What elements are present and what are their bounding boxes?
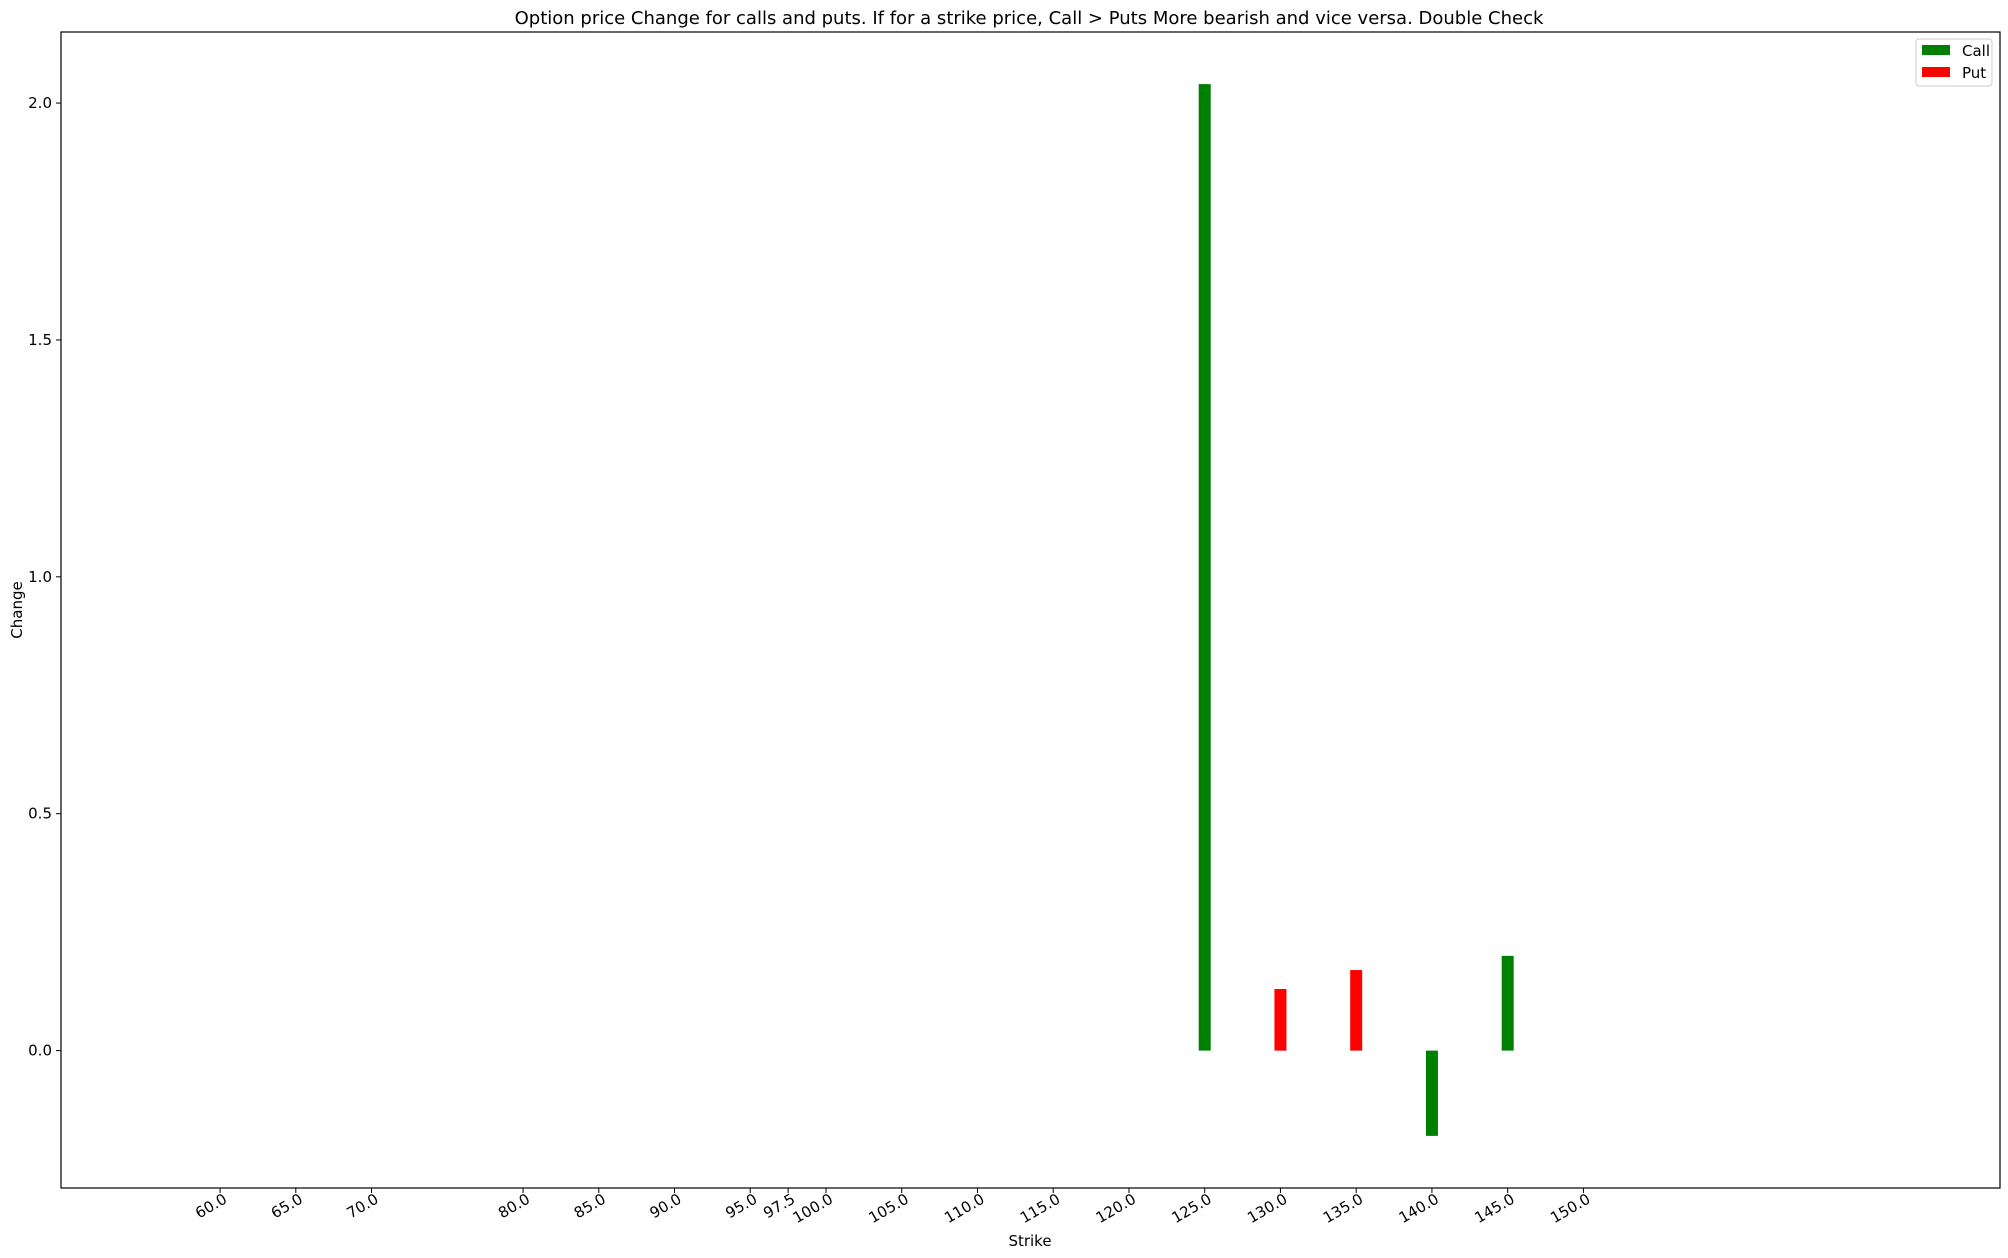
x-axis-label: Strike: [1008, 1232, 1051, 1250]
legend-swatch-put: [1922, 67, 1950, 77]
x-tick-label: 100.0: [790, 1190, 836, 1227]
legend-label-call: Call: [1962, 42, 1990, 60]
x-tick-label: 80.0: [495, 1190, 533, 1222]
y-axis-ticks: 0.0 0.5 1.0 1.5 2.0: [28, 94, 61, 1060]
x-tick-label: 65.0: [268, 1190, 306, 1222]
x-tick-label: 70.0: [344, 1190, 382, 1222]
bar-put-135: [1350, 970, 1363, 1051]
x-tick-label: 85.0: [571, 1190, 609, 1222]
y-tick-label: 2.0: [28, 94, 52, 112]
y-tick-label: 0.0: [28, 1042, 52, 1060]
bar-call-145: [1501, 955, 1514, 1051]
x-tick-label: 140.0: [1396, 1190, 1442, 1227]
x-tick-label: 110.0: [941, 1190, 987, 1227]
x-tick-label: 90.0: [647, 1190, 685, 1222]
bar-put-130: [1274, 989, 1287, 1051]
legend-swatch-call: [1922, 45, 1950, 55]
x-tick-label: 120.0: [1093, 1190, 1139, 1227]
y-tick-label: 1.5: [28, 331, 52, 349]
bar-call-140: [1425, 1050, 1438, 1136]
x-tick-label: 95.0: [722, 1190, 760, 1222]
plot-area: [60, 31, 2001, 1189]
bar-call-125: [1198, 84, 1211, 1051]
chart-title: Option price Change for calls and puts. …: [515, 8, 1544, 29]
y-tick-label: 0.5: [28, 805, 52, 823]
x-tick-label: 135.0: [1320, 1190, 1366, 1227]
x-tick-label: 125.0: [1169, 1190, 1215, 1227]
legend: Call Put: [1915, 38, 1993, 87]
bars: [1198, 84, 1514, 1136]
x-tick-label: 115.0: [1017, 1190, 1063, 1227]
x-tick-label: 145.0: [1471, 1190, 1517, 1227]
x-tick-label: 60.0: [192, 1190, 230, 1222]
y-axis-label: Change: [8, 581, 26, 638]
legend-label-put: Put: [1962, 64, 1986, 82]
y-tick-label: 1.0: [28, 568, 52, 586]
x-tick-label: 130.0: [1244, 1190, 1290, 1227]
x-tick-label: 150.0: [1547, 1190, 1593, 1227]
x-tick-label: 105.0: [866, 1190, 912, 1227]
